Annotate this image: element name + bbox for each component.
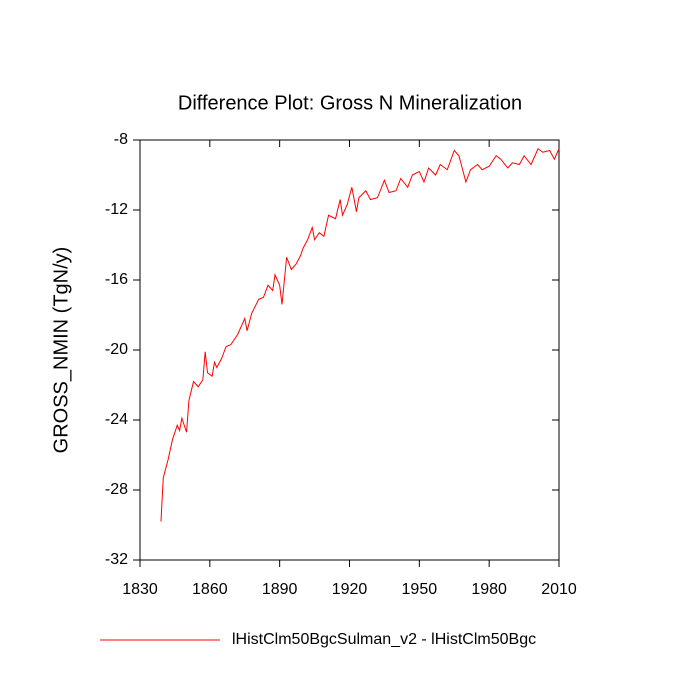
y-tick-label: -28 xyxy=(105,481,128,498)
y-axis-label: GROSS_NMIN (TgN/y) xyxy=(50,247,72,454)
x-tick-label: 1920 xyxy=(332,581,368,598)
data-line xyxy=(160,147,560,522)
y-tick-label: -16 xyxy=(105,271,128,288)
chart-title: Difference Plot: Gross N Mineralization xyxy=(178,92,522,114)
x-tick-label: 1830 xyxy=(122,581,158,598)
plot-frame xyxy=(139,139,560,561)
legend-label: lHistClm50BgcSulman_v2 - lHistClm50Bgc xyxy=(232,631,536,648)
x-tick-label: 1890 xyxy=(262,581,298,598)
x-tick-label: 1980 xyxy=(471,581,507,598)
y-tick-label: -12 xyxy=(105,201,128,218)
y-tick-label: -24 xyxy=(105,411,128,428)
y-tick-label: -8 xyxy=(114,131,128,148)
y-tick-label: -32 xyxy=(105,551,128,568)
x-tick-label: 1860 xyxy=(192,581,228,598)
y-tick-label: -20 xyxy=(105,341,128,358)
x-tick-label: 2010 xyxy=(541,581,577,598)
x-tick-label: 1950 xyxy=(402,581,438,598)
